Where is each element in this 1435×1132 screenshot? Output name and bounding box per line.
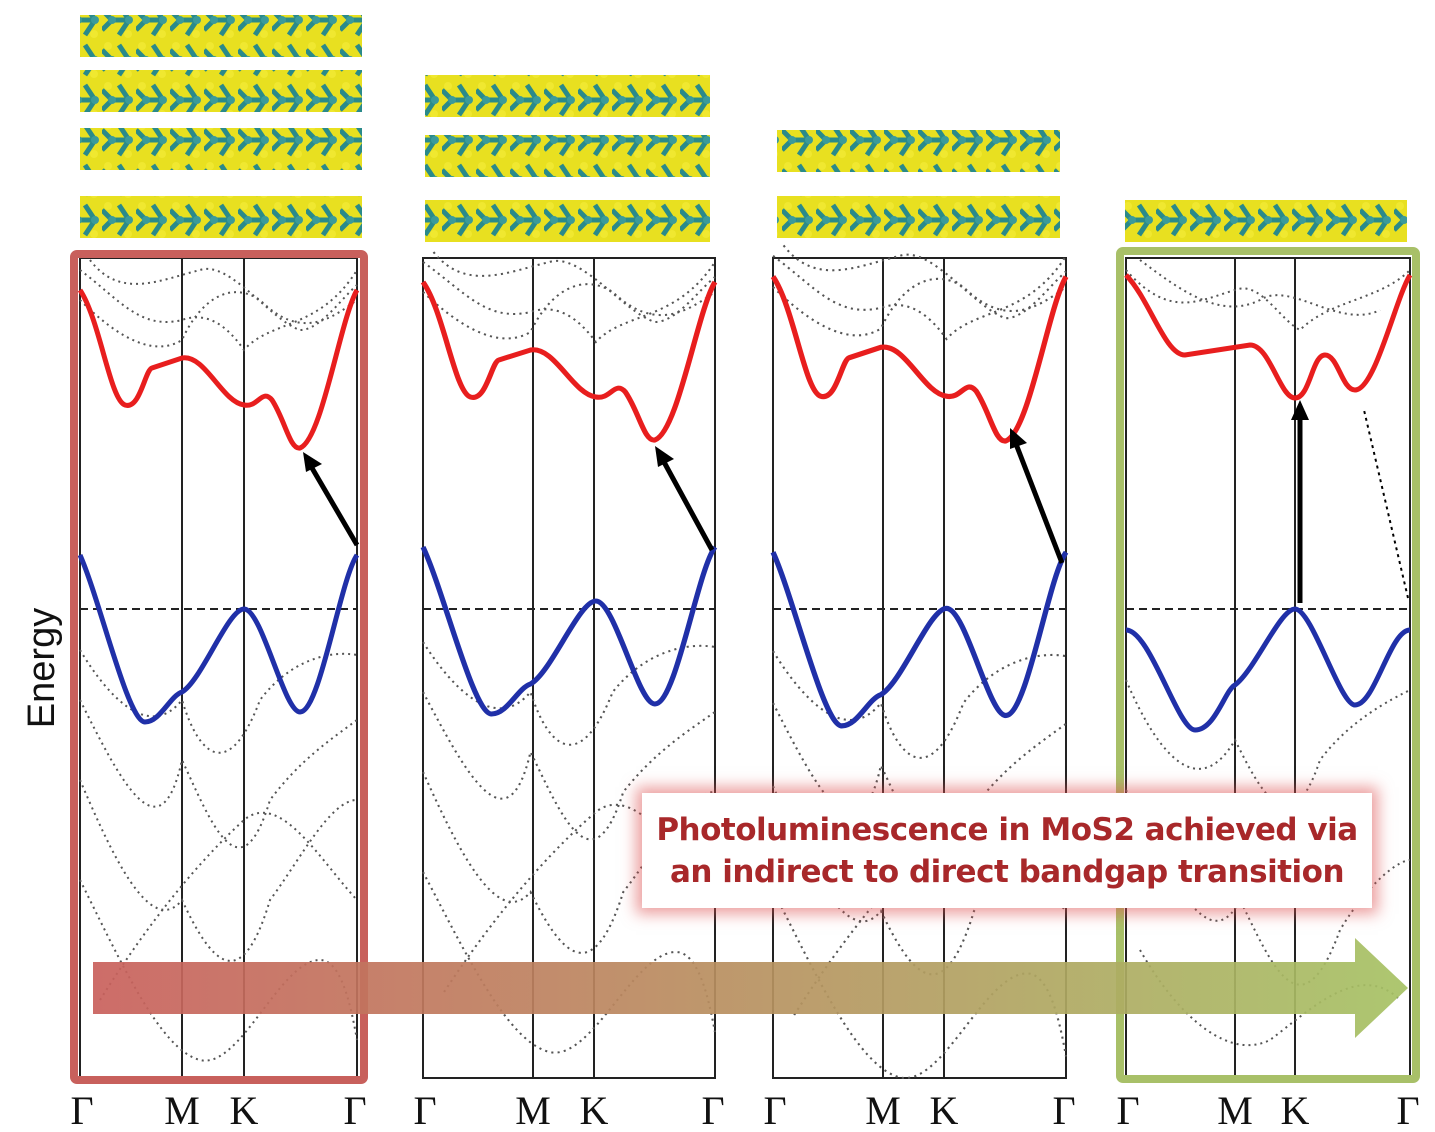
k-point-label: Γ <box>1116 1088 1139 1132</box>
k-point-label: K <box>1281 1088 1310 1132</box>
k-point-label: M <box>164 1088 200 1132</box>
k-point-label: M <box>865 1088 901 1132</box>
crystal-layers <box>80 15 1407 242</box>
k-point-label: Γ <box>343 1088 366 1132</box>
highlight-box <box>70 250 368 1084</box>
bands <box>423 252 715 1053</box>
k-point-label: K <box>230 1088 259 1132</box>
y-axis-label: Energy <box>21 608 63 728</box>
k-point-label: M <box>1217 1088 1253 1132</box>
bands <box>773 245 1066 1078</box>
panel-frames <box>79 257 1411 1079</box>
progress-arrow <box>93 938 1408 1038</box>
highlight-box <box>1116 247 1420 1083</box>
caption-line: an indirect to direct bandgap transition <box>669 853 1345 890</box>
bands <box>80 260 357 1061</box>
caption-line: Photoluminescence in MoS2 achieved via <box>656 811 1358 848</box>
k-point-label: K <box>580 1088 609 1132</box>
bands <box>1124 259 1413 1046</box>
k-point-label: Γ <box>70 1088 93 1132</box>
k-point-label: Γ <box>701 1088 724 1132</box>
caption: Photoluminescence in MoS2 achieved via a… <box>642 793 1372 908</box>
k-point-label: Γ <box>1052 1088 1075 1132</box>
k-point-label: Γ <box>413 1088 436 1132</box>
k-point-label: Γ <box>1396 1088 1419 1132</box>
k-point-label: K <box>930 1088 959 1132</box>
k-point-label: Γ <box>763 1088 786 1132</box>
k-point-label: M <box>515 1088 551 1132</box>
transition-arrows <box>303 400 1409 603</box>
